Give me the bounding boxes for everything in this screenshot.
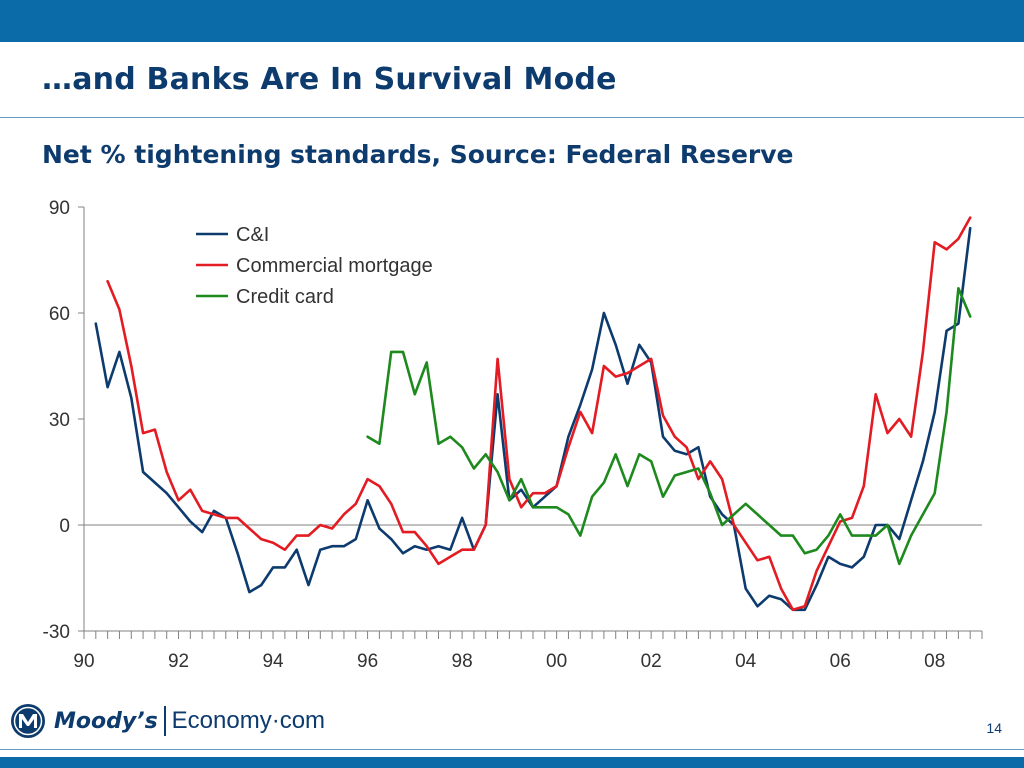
page-number: 14 bbox=[986, 720, 1002, 736]
y-tick-label: 0 bbox=[59, 516, 70, 537]
x-tick-label: 90 bbox=[73, 651, 94, 672]
series-line-commercial-mortgage bbox=[106, 216, 972, 612]
x-tick-label: 08 bbox=[924, 651, 945, 672]
bottom-band bbox=[0, 757, 1024, 768]
x-tick-label: 98 bbox=[452, 651, 473, 672]
x-tick-label: 06 bbox=[830, 651, 851, 672]
footer-divider bbox=[0, 749, 1024, 750]
logo-moodys-text: Moody’s bbox=[54, 708, 158, 734]
slide-title: …and Banks Are In Survival Mode bbox=[42, 62, 617, 97]
y-tick-label: -30 bbox=[43, 622, 70, 643]
logo-divider bbox=[163, 706, 166, 736]
moodys-seal-icon bbox=[11, 704, 45, 738]
legend-label: Commercial mortgage bbox=[236, 255, 433, 277]
chart-subtitle: Net % tightening standards, Source: Fede… bbox=[42, 140, 794, 169]
x-tick-label: 00 bbox=[546, 651, 567, 672]
title-divider bbox=[0, 117, 1024, 118]
x-tick-label: 92 bbox=[168, 651, 189, 672]
y-tick-label: 90 bbox=[49, 198, 70, 219]
y-tick-label: 30 bbox=[49, 410, 70, 431]
moodys-economy-logo: Moody’s Economy·com bbox=[10, 700, 325, 742]
y-tick-label: 60 bbox=[49, 304, 70, 325]
top-band bbox=[0, 0, 1024, 42]
legend-label: C&I bbox=[236, 224, 269, 246]
x-tick-label: 04 bbox=[735, 651, 757, 672]
series-line-credit-card bbox=[366, 287, 972, 566]
legend-label: Credit card bbox=[236, 286, 334, 308]
x-tick-label: 02 bbox=[641, 651, 662, 672]
x-tick-label: 96 bbox=[357, 651, 378, 672]
x-tick-label: 94 bbox=[262, 651, 284, 672]
logo-economy-text: Economy·com bbox=[171, 707, 326, 734]
series-line-c-i bbox=[94, 226, 972, 612]
line-chart: -30 0 30 60 90 90 92 94 96 98 00 02 04 06 08 C&I Commerc… bbox=[43, 198, 983, 672]
